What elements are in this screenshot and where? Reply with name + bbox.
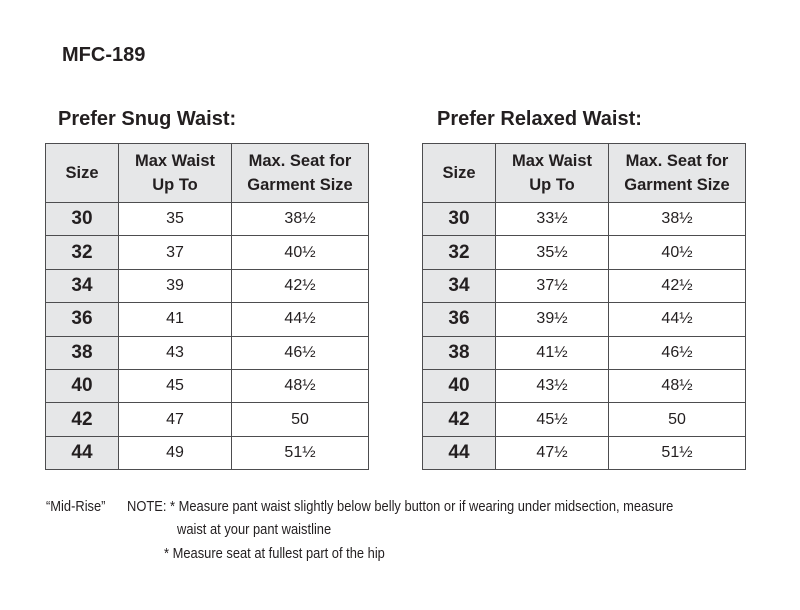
table-row: 38 41½ 46½ (422, 335, 746, 370)
snug-waist-heading: Prefer Snug Waist: (58, 108, 237, 130)
max-waist-cell: 39 (118, 268, 232, 304)
size-cell: 38 (422, 335, 496, 370)
max-waist-cell: 47 (118, 402, 232, 437)
max-seat-cell: 46½ (231, 335, 369, 370)
header-row: Size Max Waist Up To Max. Seat for Garment S… (422, 143, 746, 203)
table-row: 42 45½ 50 (422, 402, 746, 437)
max-seat-cell: 42½ (608, 268, 746, 304)
table-row: 36 41 44½ (45, 302, 369, 337)
size-cell: 44 (45, 435, 119, 471)
max-seat-cell: 44½ (608, 302, 746, 337)
max-waist-cell: 35 (118, 201, 232, 237)
size-cell: 42 (422, 402, 496, 437)
max-seat-cell: 48½ (608, 368, 746, 404)
table-row: 34 37½ 42½ (422, 268, 746, 304)
column-header: Max. Seat for Garment Size (608, 143, 746, 203)
max-waist-cell: 47½ (495, 435, 609, 471)
relaxed-waist-table: Size Max Waist Up To Max. Seat for Garment S… (422, 143, 746, 471)
max-waist-cell: 49 (118, 435, 232, 471)
size-cell: 32 (45, 235, 119, 270)
size-cell: 42 (45, 402, 119, 437)
max-seat-cell: 51½ (608, 435, 746, 471)
table-row: 32 35½ 40½ (422, 235, 746, 270)
max-seat-cell: 40½ (608, 235, 746, 270)
max-waist-cell: 41½ (495, 335, 609, 370)
column-header-text: Max Waist (134, 152, 216, 170)
header-row: Size Max Waist Up To Max. Seat for Garment S… (45, 143, 369, 203)
max-seat-cell: 46½ (608, 335, 746, 370)
size-cell: 30 (45, 201, 119, 237)
relaxed-waist-heading: Prefer Relaxed Waist: (437, 108, 642, 130)
max-seat-cell: 50 (608, 402, 746, 437)
product-code: MFC-189 (62, 44, 146, 66)
table-row: 40 45 48½ (45, 368, 369, 404)
note-line-1: NOTE: * Measure pant waist slightly belo… (127, 498, 674, 515)
size-cell: 30 (422, 201, 496, 237)
rise-label: “Mid-Rise” (46, 498, 106, 515)
column-header-text: Max Waist (511, 152, 593, 170)
max-waist-cell: 43½ (495, 368, 609, 404)
max-waist-cell: 41 (118, 302, 232, 337)
size-cell: 44 (422, 435, 496, 471)
table-row: 44 47½ 51½ (422, 435, 746, 471)
max-seat-cell: 42½ (231, 268, 369, 304)
size-cell: 36 (422, 302, 496, 337)
note-line-3: * Measure seat at fullest part of the hi… (164, 545, 385, 562)
max-waist-cell: 39½ (495, 302, 609, 337)
table-row: 32 37 40½ (45, 235, 369, 270)
column-header: Max Waist Up To (118, 143, 232, 203)
max-seat-cell: 38½ (231, 201, 369, 237)
size-cell: 32 (422, 235, 496, 270)
size-cell: 40 (45, 368, 119, 404)
table-row: 40 43½ 48½ (422, 368, 746, 404)
max-seat-cell: 38½ (608, 201, 746, 237)
max-waist-cell: 33½ (495, 201, 609, 237)
column-header-text: Size (442, 164, 476, 182)
column-header-text: Garment Size (624, 176, 730, 194)
max-seat-cell: 50 (231, 402, 369, 437)
max-waist-cell: 43 (118, 335, 232, 370)
max-waist-cell: 45 (118, 368, 232, 404)
column-header-text: Up To (529, 176, 575, 194)
max-seat-cell: 51½ (231, 435, 369, 471)
table-row: 38 43 46½ (45, 335, 369, 370)
column-header: Max Waist Up To (495, 143, 609, 203)
column-header-text: Up To (152, 176, 198, 194)
max-waist-cell: 45½ (495, 402, 609, 437)
max-seat-cell: 40½ (231, 235, 369, 270)
column-header-text: Garment Size (247, 176, 353, 194)
column-header-text: Max. Seat for (625, 152, 729, 170)
max-waist-cell: 37 (118, 235, 232, 270)
table-row: 44 49 51½ (45, 435, 369, 471)
note-line-2: waist at your pant waistline (177, 521, 332, 538)
size-cell: 38 (45, 335, 119, 370)
column-header: Size (45, 143, 119, 203)
size-cell: 40 (422, 368, 496, 404)
column-header: Size (422, 143, 496, 203)
column-header: Max. Seat for Garment Size (231, 143, 369, 203)
size-cell: 36 (45, 302, 119, 337)
table-row: 34 39 42½ (45, 268, 369, 304)
column-header-text: Size (65, 164, 99, 182)
table-row: 36 39½ 44½ (422, 302, 746, 337)
size-cell: 34 (422, 268, 496, 304)
max-waist-cell: 37½ (495, 268, 609, 304)
snug-waist-table: Size Max Waist Up To Max. Seat for Garment S… (45, 143, 369, 471)
max-waist-cell: 35½ (495, 235, 609, 270)
size-cell: 34 (45, 268, 119, 304)
table-row: 30 35 38½ (45, 201, 369, 237)
max-seat-cell: 44½ (231, 302, 369, 337)
column-header-text: Max. Seat for (248, 152, 352, 170)
table-row: 30 33½ 38½ (422, 201, 746, 237)
max-seat-cell: 48½ (231, 368, 369, 404)
table-row: 42 47 50 (45, 402, 369, 437)
